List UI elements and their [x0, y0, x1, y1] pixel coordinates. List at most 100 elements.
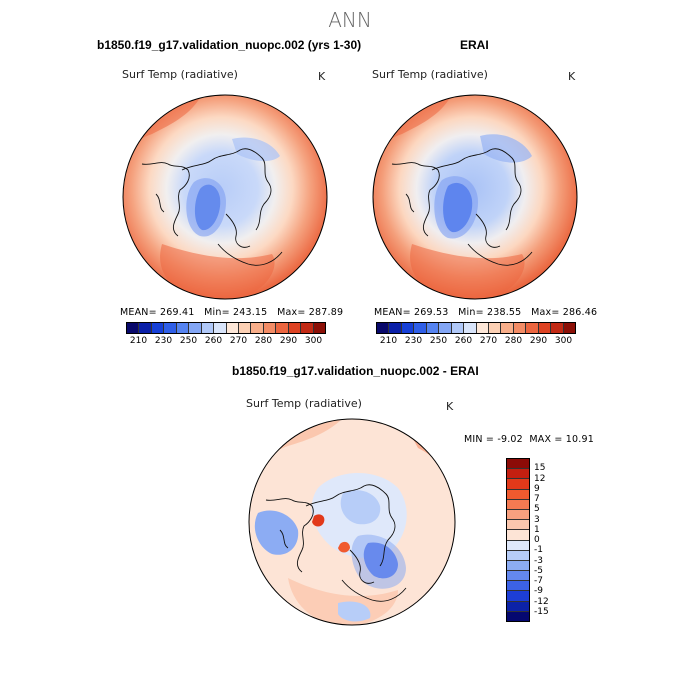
colorbar-swatch	[426, 323, 440, 333]
panel1-units: K	[318, 70, 326, 83]
colorbar-swatch	[488, 323, 502, 333]
diff-warm-spot-2	[338, 541, 350, 553]
colorbar-swatch	[451, 323, 465, 333]
colorbar-swatch	[401, 323, 415, 333]
colorbar-swatch	[507, 550, 529, 561]
panel1-colorbar-ticks: 210 230 250 260 270 280 290 300	[126, 336, 324, 348]
colorbar-tick-label: 210	[379, 336, 398, 346]
panel2-variable-name: Surf Temp (radiative)	[372, 68, 488, 81]
colorbar-swatch	[501, 323, 514, 333]
colorbar-tick-label: 300	[554, 336, 573, 346]
colorbar-tick-label: 250	[429, 336, 448, 346]
europe-warm	[160, 244, 275, 299]
colorbar-swatch	[507, 571, 529, 582]
colorbar-swatch	[563, 323, 575, 333]
colorbar-tick-label: 5	[534, 504, 540, 515]
colorbar-swatch	[507, 509, 529, 521]
colorbar-tick-label: 230	[154, 336, 173, 346]
colorbar-swatch	[251, 323, 264, 333]
panel1-mean: 269.41	[160, 307, 195, 318]
colorbar-swatch	[507, 479, 529, 490]
panel3-max: 10.91	[565, 434, 594, 445]
colorbar-swatch	[464, 323, 477, 333]
figure-suptitle: ANN	[328, 8, 372, 32]
colorbar-tick-label: 15	[534, 463, 546, 474]
colorbar-swatch	[389, 323, 402, 333]
panel3-colorbar	[506, 458, 530, 622]
colorbar-swatch	[513, 323, 527, 333]
colorbar-swatch	[507, 601, 529, 612]
panel2-polar-map	[372, 94, 578, 300]
panel3-units: K	[446, 400, 454, 413]
coastline	[141, 148, 283, 266]
colorbar-swatch	[507, 581, 529, 592]
colorbar-swatch	[507, 489, 529, 500]
colorbar-swatch	[439, 323, 452, 333]
colorbar-swatch	[507, 499, 529, 510]
colorbar-tick-label: 230	[404, 336, 423, 346]
colorbar-swatch	[176, 323, 190, 333]
colorbar-swatch	[313, 323, 325, 333]
colorbar-swatch	[214, 323, 227, 333]
panel1-min: 243.15	[232, 307, 268, 318]
colorbar-swatch	[507, 459, 529, 470]
panel3-polar-map	[248, 418, 456, 626]
colorbar-tick-label: 0	[534, 535, 540, 545]
colorbar-tick-label: -3	[534, 555, 543, 566]
colorbar-swatch	[263, 323, 277, 333]
colorbar-tick-label: 280	[254, 336, 273, 346]
colorbar-tick-label: 290	[279, 336, 298, 346]
colorbar-swatch	[538, 323, 552, 333]
colorbar-swatch	[139, 323, 152, 333]
colorbar-swatch	[276, 323, 289, 333]
panel1-colorbar	[126, 322, 326, 334]
colorbar-swatch	[301, 323, 314, 333]
colorbar-tick-label: -5	[534, 565, 543, 576]
colorbar-swatch	[507, 611, 529, 621]
colorbar-swatch	[151, 323, 165, 333]
colorbar-tick-label: 260	[454, 336, 473, 346]
panel2-units: K	[568, 70, 576, 83]
colorbar-tick-label: -7	[534, 576, 543, 586]
diff-cool-south	[338, 601, 371, 622]
colorbar-swatch	[507, 520, 529, 531]
colorbar-tick-label: -1	[534, 545, 543, 556]
coastline-3	[265, 484, 407, 602]
colorbar-tick-label: 1	[534, 524, 540, 535]
colorbar-swatch	[288, 323, 302, 333]
colorbar-tick-label: -9	[534, 586, 543, 597]
colorbar-swatch	[507, 560, 529, 572]
panel1-title: b1850.f19_g17.validation_nuopc.002 (yrs …	[97, 38, 362, 52]
colorbar-swatch	[226, 323, 239, 333]
panel2-mean: 269.53	[414, 307, 449, 318]
panel3-variable-name: Surf Temp (radiative)	[246, 397, 362, 410]
panel3-colorbar-ticks: 15 12 9 7 5 3 1 0 -1 -3 -5 -7 -9 -12 -15	[534, 458, 564, 620]
panel1-variable-name: Surf Temp (radiative)	[122, 68, 238, 81]
colorbar-tick-label: 260	[204, 336, 223, 346]
colorbar-swatch	[201, 323, 215, 333]
colorbar-tick-label: 3	[534, 514, 540, 525]
colorbar-tick-label: -12	[534, 596, 549, 607]
colorbar-swatch	[551, 323, 564, 333]
colorbar-swatch	[164, 323, 177, 333]
greenland-cool-halo	[186, 178, 226, 237]
colorbar-tick-label: 12	[534, 473, 546, 484]
panel1-max: 287.89	[308, 307, 344, 318]
panel2-min: 238.55	[486, 307, 522, 318]
siberia-cool	[232, 137, 280, 162]
diff-warm-spot-greenland	[312, 514, 325, 527]
panel2-colorbar	[376, 322, 576, 334]
panel2-stats: MEAN= 269.53 Min= 238.55 Max= 286.46	[374, 307, 598, 318]
colorbar-swatch	[414, 323, 427, 333]
colorbar-swatch	[507, 469, 529, 480]
colorbar-swatch	[238, 323, 252, 333]
colorbar-swatch	[377, 323, 390, 333]
colorbar-swatch	[476, 323, 489, 333]
panel3-minmax: MIN = -9.02 MAX = 10.91	[464, 434, 594, 445]
colorbar-tick-label: 300	[304, 336, 323, 346]
colorbar-tick-label: 9	[534, 483, 540, 494]
colorbar-tick-label: 290	[529, 336, 548, 346]
colorbar-tick-label: 270	[479, 336, 498, 346]
panel3-min: -9.02	[497, 434, 523, 445]
diff-cool-west	[254, 510, 299, 555]
